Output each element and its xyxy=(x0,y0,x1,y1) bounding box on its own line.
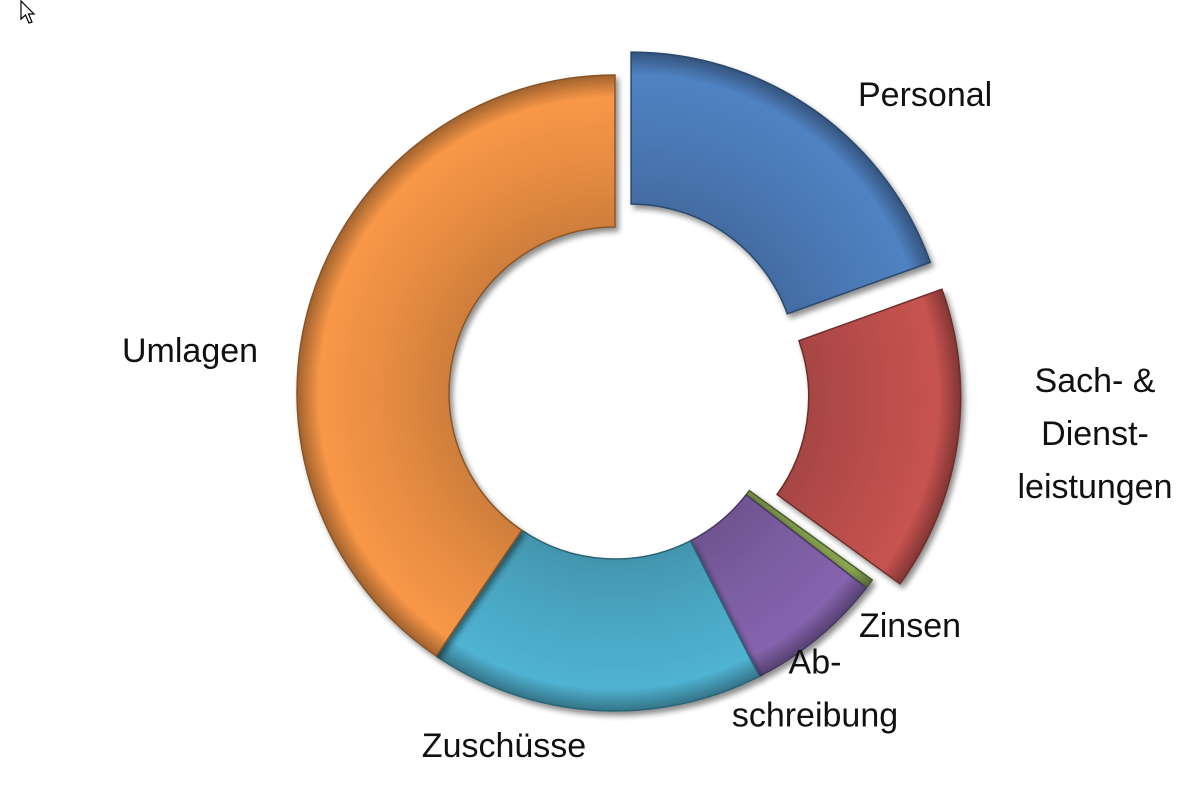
label-line: Zuschüsse xyxy=(422,727,586,765)
label-line: leistungen xyxy=(1017,468,1172,506)
label-line: Sach- & xyxy=(1035,362,1156,400)
label-line: Zinsen xyxy=(859,607,961,645)
label-line: Umlagen xyxy=(122,332,258,370)
slice-umlagen xyxy=(296,74,616,658)
label-umlagen: Umlagen xyxy=(122,332,258,370)
label-sach-dienst-leistungen: Sach- & Dienst-leistungen xyxy=(1017,362,1172,506)
label-line: Ab- xyxy=(789,644,842,682)
label-line: Personal xyxy=(858,76,992,114)
label-zuschüsse: Zuschüsse xyxy=(422,727,586,765)
slice-personal xyxy=(630,51,932,315)
label-line: Dienst- xyxy=(1041,415,1149,453)
label-personal: Personal xyxy=(858,76,992,114)
mouse-cursor-icon xyxy=(20,0,36,24)
label-zinsen: Zinsen xyxy=(859,607,961,645)
slice-sach-dienst-leistungen xyxy=(775,288,962,585)
donut-slices xyxy=(296,51,962,712)
slice-zuschüsse xyxy=(435,529,761,712)
label-line: schreibung xyxy=(732,697,898,735)
label-ab-schreibung: Ab-schreibung xyxy=(732,644,898,735)
